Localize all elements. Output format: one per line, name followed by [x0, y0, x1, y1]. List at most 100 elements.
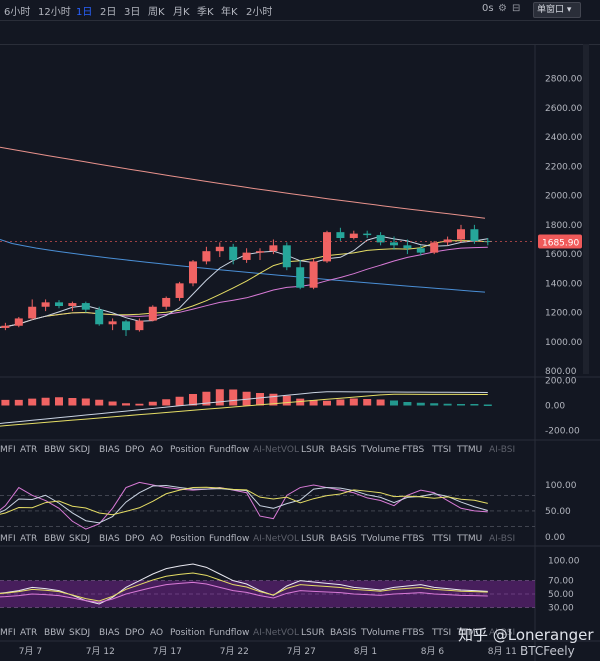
indicator-tab[interactable]: SKDJ [69, 628, 90, 638]
candle-body [55, 302, 63, 307]
x-axis: 7月 7 7月 12 7月 17 7月 22 7月 27 8月 1 8月 6 8月 11 [0, 640, 600, 657]
indicator-tab[interactable]: TVolume [360, 534, 400, 544]
indicator-tab[interactable]: DPO [125, 534, 144, 544]
indicator-tab[interactable]: Position [170, 534, 205, 544]
macd-bar [68, 398, 77, 406]
macd-tick: -200.00 [545, 427, 580, 437]
macd-bar [28, 398, 37, 406]
macd-bar [55, 397, 63, 406]
kdj-d-line [0, 486, 488, 516]
timeframe-6[interactable]: 月K [173, 7, 190, 18]
indicator-tab[interactable]: TVolume [360, 628, 400, 638]
indicator-tab[interactable]: AI-BSI [489, 445, 515, 455]
indicator-tab[interactable]: MFI [0, 628, 16, 638]
mode-label[interactable]: 0s [482, 3, 494, 14]
rsi-line-3 [0, 581, 488, 603]
macd-tick: 200.00 [545, 377, 577, 387]
indicator-tab[interactable]: AI-NetVOL [253, 445, 299, 455]
macd-bar [376, 399, 385, 406]
indicator-tab[interactable]: BIAS [99, 445, 120, 455]
indicator-tab[interactable]: TTSI [431, 534, 451, 544]
indicator-tab[interactable]: DPO [125, 445, 144, 455]
timeframe-4[interactable]: 3日 [124, 7, 141, 18]
indicator-tab[interactable]: TVolume [360, 445, 400, 455]
window-select[interactable]: 单窗口 ▾ [533, 2, 581, 18]
indicator-tab[interactable]: LSUR [301, 628, 325, 638]
candle-body [443, 239, 452, 243]
indicator-tab[interactable]: TTMU [456, 534, 482, 544]
last-price-badge [538, 234, 582, 249]
candle-body [470, 229, 479, 241]
indicator-tab[interactable]: ATR [20, 534, 37, 544]
indicator-tab[interactable]: Position [170, 445, 205, 455]
indicator-tab[interactable]: AI-NetVOL [253, 628, 299, 638]
candle-body [390, 242, 398, 246]
candle-body [175, 283, 184, 298]
x-axis-label: 8月 6 [421, 646, 445, 657]
indicator-tab[interactable]: AI-BSI [489, 628, 515, 638]
timeframe-1[interactable]: 12小时 [38, 7, 71, 18]
indicator-tab[interactable]: MFI [0, 534, 16, 544]
indicator-tab[interactable]: Fundflow [209, 445, 249, 455]
macd-bar [41, 397, 50, 406]
indicator-tab[interactable]: Fundflow [209, 628, 249, 638]
indicator-tab[interactable]: AO [150, 628, 163, 638]
indicator-tab[interactable]: FTBS [402, 534, 425, 544]
timeframe-5[interactable]: 周K [148, 7, 165, 18]
indicator-tab[interactable]: FTBS [402, 628, 425, 638]
indicator-tab[interactable]: DPO [125, 628, 144, 638]
indicator-tab[interactable]: BIAS [99, 628, 120, 638]
timeframe-8[interactable]: 年K [221, 7, 238, 18]
macd-bar [336, 399, 345, 406]
indicator-tab[interactable]: BASIS [330, 445, 357, 455]
timeframe-2[interactable]: 1日 [76, 7, 93, 18]
timeframe-0[interactable]: 6小时 [4, 7, 31, 18]
indicator-tab[interactable]: SKDJ [69, 534, 90, 544]
indicator-tab[interactable]: LSUR [301, 534, 325, 544]
indicator-tab[interactable]: Position [170, 628, 205, 638]
main-scrollbar[interactable] [583, 44, 589, 374]
x-axis-label: 7月 22 [220, 646, 249, 657]
macd-bar [95, 399, 104, 406]
chart-area[interactable]: 2800.00 2600.00 2400.00 2200.00 2000.00 1800.… [0, 44, 600, 661]
indicator-tab[interactable]: AO [150, 534, 163, 544]
indicator-tab[interactable]: BBW [44, 628, 65, 638]
indicator-tab[interactable]: AI-NetVOL [253, 534, 299, 544]
candle-body [41, 302, 50, 307]
indicator-tab[interactable]: AI-BSI [489, 534, 515, 544]
window-select-value: 单窗口 [537, 5, 565, 15]
indicator-tab[interactable]: BBW [44, 534, 65, 544]
indicator-tab[interactable]: SKDJ [69, 445, 90, 455]
indicator-tab[interactable]: TTSI [431, 445, 451, 455]
indicator-tab[interactable]: LSUR [301, 445, 325, 455]
macd-dif-line [0, 391, 488, 424]
indicator-tab[interactable]: BASIS [330, 534, 357, 544]
main-tick: 2000.00 [545, 192, 582, 202]
macd-bar [229, 389, 238, 406]
indicator-tab[interactable]: Fundflow [209, 534, 249, 544]
timeframe-9[interactable]: 2小时 [246, 7, 273, 18]
split-icon[interactable]: ⊟ [512, 3, 521, 14]
indicator-tab[interactable]: BASIS [330, 628, 357, 638]
candle-body [282, 245, 291, 268]
timeframe-7[interactable]: 季K [197, 7, 214, 18]
indicator-tab[interactable]: FTBS [402, 445, 425, 455]
settings-icon[interactable]: ⚙ [498, 3, 507, 14]
indicator-tab[interactable]: TTMU [456, 445, 482, 455]
timeframe-toolbar: 6小时 12小时 1日 2日 3日 周K 月K 季K 年K 2小时 [0, 0, 600, 21]
ma10-line [0, 240, 488, 328]
indicator-tab[interactable]: ATR [20, 445, 37, 455]
indicator-tab[interactable]: TTSI [431, 628, 451, 638]
macd-bar [349, 398, 358, 406]
indicator-tab[interactable]: ATR [20, 628, 37, 638]
candle-body [376, 235, 385, 243]
indicator-tab[interactable]: BBW [44, 445, 65, 455]
timeframe-3[interactable]: 2日 [100, 7, 117, 18]
candle-body [363, 233, 372, 236]
macd-bar [483, 404, 492, 406]
indicator-tab[interactable]: AO [150, 445, 163, 455]
indicator-tab[interactable]: MFI [0, 445, 16, 455]
macd-bar [416, 402, 425, 406]
indicator-tab[interactable]: TTMU [456, 628, 482, 638]
indicator-tab[interactable]: BIAS [99, 534, 120, 544]
